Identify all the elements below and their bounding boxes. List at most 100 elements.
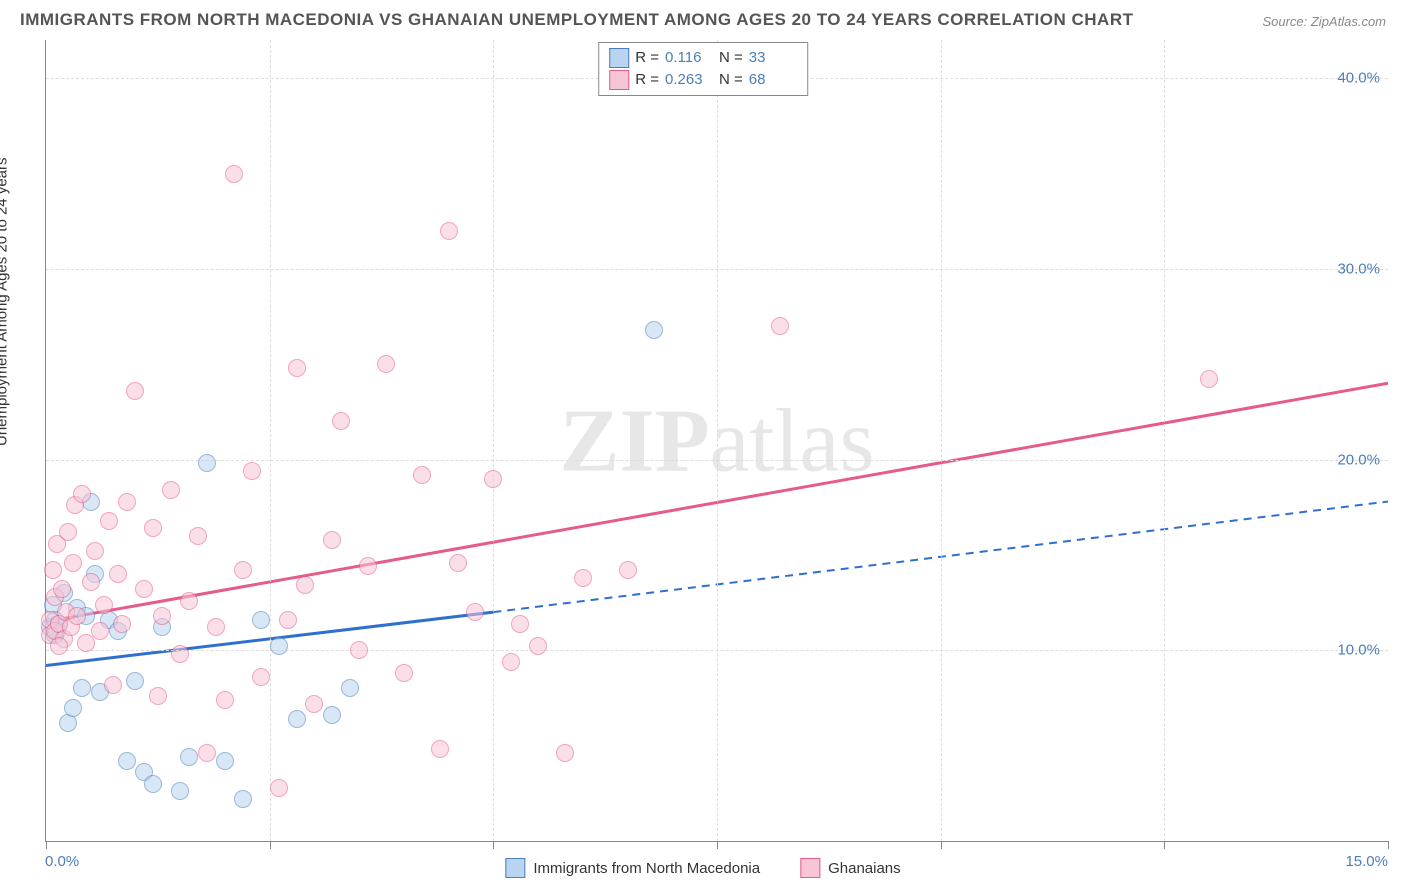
scatter-point-ghanaians [50, 637, 68, 655]
plot-area: ZIPatlas 10.0% 20.0% 30.0% 40.0% [45, 40, 1388, 842]
xtick-label-max: 15.0% [1345, 853, 1388, 870]
scatter-point-ghanaians [68, 607, 86, 625]
scatter-point-macedonia [180, 748, 198, 766]
xtick [46, 841, 47, 849]
scatter-point-ghanaians [413, 466, 431, 484]
chart-title: IMMIGRANTS FROM NORTH MACEDONIA VS GHANA… [20, 10, 1134, 30]
scatter-point-ghanaians [100, 512, 118, 530]
xtick [1164, 841, 1165, 849]
legend-item-macedonia: Immigrants from North Macedonia [505, 858, 760, 878]
scatter-point-macedonia [216, 752, 234, 770]
scatter-point-ghanaians [144, 519, 162, 537]
scatter-point-ghanaians [44, 561, 62, 579]
stats-box: R = 0.116 N = 33 R = 0.263 N = 68 [598, 42, 808, 96]
scatter-point-macedonia [118, 752, 136, 770]
scatter-point-ghanaians [149, 687, 167, 705]
r-value-ghanaians: 0.263 [665, 69, 713, 91]
legend-label-macedonia: Immigrants from North Macedonia [533, 860, 760, 877]
scatter-point-ghanaians [288, 359, 306, 377]
scatter-point-ghanaians [279, 611, 297, 629]
scatter-point-ghanaians [234, 561, 252, 579]
scatter-point-ghanaians [113, 615, 131, 633]
scatter-point-macedonia [270, 637, 288, 655]
legend: Immigrants from North Macedonia Ghanaian… [505, 858, 900, 878]
scatter-point-macedonia [341, 679, 359, 697]
scatter-point-ghanaians [198, 744, 216, 762]
r-label: R = [635, 47, 659, 69]
source-attribution: Source: ZipAtlas.com [1262, 14, 1386, 29]
scatter-point-ghanaians [95, 596, 113, 614]
scatter-point-ghanaians [86, 542, 104, 560]
scatter-point-ghanaians [82, 573, 100, 591]
scatter-point-ghanaians [377, 355, 395, 373]
r-value-macedonia: 0.116 [665, 47, 713, 69]
scatter-point-ghanaians [305, 695, 323, 713]
scatter-point-macedonia [234, 790, 252, 808]
ytick-label: 20.0% [1337, 451, 1380, 468]
gridline-v [1164, 40, 1165, 841]
scatter-point-ghanaians [171, 645, 189, 663]
xtick [270, 841, 271, 849]
scatter-point-ghanaians [189, 527, 207, 545]
scatter-point-ghanaians [118, 493, 136, 511]
xtick [941, 841, 942, 849]
scatter-point-ghanaians [440, 222, 458, 240]
scatter-point-ghanaians [466, 603, 484, 621]
xtick [717, 841, 718, 849]
scatter-point-ghanaians [449, 554, 467, 572]
swatch-macedonia [609, 48, 629, 68]
n-label: N = [719, 69, 743, 91]
r-label: R = [635, 69, 659, 91]
scatter-point-ghanaians [431, 740, 449, 758]
gridline-v [270, 40, 271, 841]
ytick-label: 10.0% [1337, 642, 1380, 659]
scatter-point-ghanaians [270, 779, 288, 797]
stats-row-macedonia: R = 0.116 N = 33 [609, 47, 797, 69]
xtick-label-min: 0.0% [45, 853, 79, 870]
scatter-point-macedonia [323, 706, 341, 724]
scatter-point-ghanaians [332, 412, 350, 430]
scatter-point-ghanaians [180, 592, 198, 610]
scatter-point-ghanaians [153, 607, 171, 625]
scatter-point-ghanaians [484, 470, 502, 488]
scatter-point-macedonia [144, 775, 162, 793]
legend-swatch-macedonia [505, 858, 525, 878]
gridline-v [717, 40, 718, 841]
scatter-point-ghanaians [91, 622, 109, 640]
scatter-point-ghanaians [556, 744, 574, 762]
legend-swatch-ghanaians [800, 858, 820, 878]
swatch-ghanaians [609, 70, 629, 90]
scatter-point-macedonia [64, 699, 82, 717]
watermark-light: atlas [710, 391, 875, 490]
scatter-point-ghanaians [243, 462, 261, 480]
watermark-bold: ZIP [560, 391, 710, 490]
scatter-point-ghanaians [207, 618, 225, 636]
y-axis-label: Unemployment Among Ages 20 to 24 years [0, 157, 11, 446]
scatter-point-ghanaians [73, 485, 91, 503]
n-value-ghanaians: 68 [749, 69, 797, 91]
gridline-v [941, 40, 942, 841]
scatter-point-macedonia [252, 611, 270, 629]
ytick-label: 30.0% [1337, 260, 1380, 277]
scatter-point-macedonia [645, 321, 663, 339]
scatter-point-ghanaians [529, 637, 547, 655]
scatter-point-ghanaians [296, 576, 314, 594]
gridline-v [493, 40, 494, 841]
xtick [493, 841, 494, 849]
ytick-label: 40.0% [1337, 70, 1380, 87]
scatter-point-ghanaians [64, 554, 82, 572]
stats-row-ghanaians: R = 0.263 N = 68 [609, 69, 797, 91]
scatter-point-ghanaians [350, 641, 368, 659]
scatter-point-ghanaians [59, 523, 77, 541]
scatter-point-ghanaians [252, 668, 270, 686]
scatter-point-ghanaians [1200, 370, 1218, 388]
scatter-point-macedonia [198, 454, 216, 472]
scatter-point-ghanaians [574, 569, 592, 587]
scatter-point-ghanaians [619, 561, 637, 579]
xtick [1388, 841, 1389, 849]
scatter-point-ghanaians [225, 165, 243, 183]
scatter-point-macedonia [59, 714, 77, 732]
scatter-point-macedonia [288, 710, 306, 728]
legend-label-ghanaians: Ghanaians [828, 860, 901, 877]
scatter-point-ghanaians [216, 691, 234, 709]
